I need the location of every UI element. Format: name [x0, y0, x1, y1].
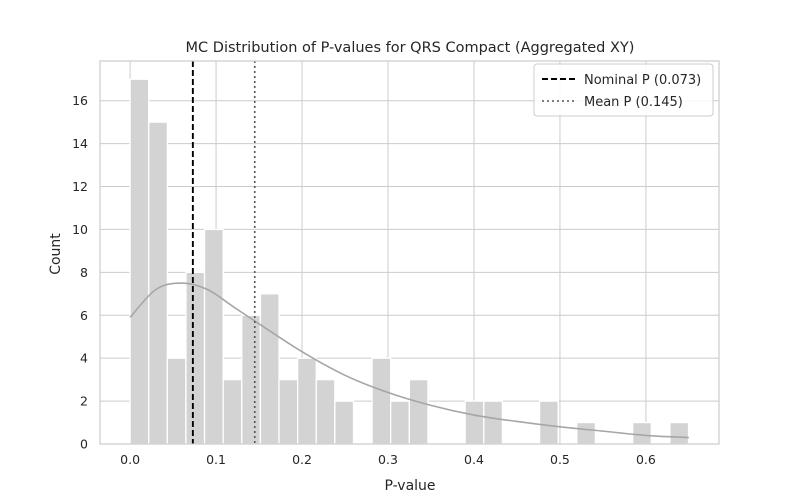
histogram-bar-4	[203, 228, 224, 445]
y-tick-label-1: 2	[80, 394, 88, 409]
histogram-bar-10	[315, 378, 336, 445]
y-tick-label-3: 6	[80, 308, 88, 323]
histogram-bar-29	[669, 421, 690, 445]
y-tick-label-2: 4	[80, 351, 88, 366]
y-tick-label-4: 8	[80, 265, 88, 280]
y-tick-label-6: 12	[72, 179, 88, 194]
histogram-bar-1	[148, 121, 169, 445]
histogram-bar-22	[538, 400, 559, 445]
histogram-bar-0	[129, 78, 150, 445]
histogram-bar-7	[259, 293, 280, 445]
x-tick-label-0: 0.0	[120, 452, 140, 467]
histogram-bars	[129, 78, 690, 445]
reference-lines	[191, 61, 256, 444]
histogram-bar-19	[483, 400, 504, 445]
chart-title: MC Distribution of P-values for QRS Comp…	[186, 40, 635, 56]
y-tick-label-0: 0	[80, 437, 88, 452]
y-axis-label: Count	[48, 233, 64, 275]
kde-curve	[129, 282, 689, 439]
legend-box	[533, 63, 714, 117]
kde-curve-layer	[129, 282, 689, 439]
histogram-bar-24	[576, 421, 597, 445]
histogram-bar-15	[408, 378, 429, 445]
x-tick-label-5: 0.5	[550, 452, 570, 467]
histogram-bar-14	[390, 400, 410, 445]
legend: Nominal P (0.073) Mean P (0.145)	[533, 63, 714, 117]
histogram-bar-27	[632, 421, 652, 445]
x-tick-label-6: 0.6	[636, 452, 656, 467]
histogram-bar-18	[464, 400, 485, 445]
plot-frame	[99, 60, 720, 445]
histogram-bar-13	[371, 357, 392, 445]
x-tick-label-1: 0.1	[206, 452, 226, 467]
y-tick-label-7: 14	[72, 136, 88, 151]
histogram-bar-3	[185, 271, 206, 445]
tick-labels: 0.0 0.1 0.2 0.3 0.4 0.5 0.6 0 2 4 6 8 10 12 14 16	[72, 93, 656, 467]
x-tick-label-3: 0.3	[378, 452, 398, 467]
legend-mean-p-label: Mean P (0.145)	[584, 95, 683, 110]
histogram-bar-8	[278, 378, 299, 445]
histogram-bar-9	[297, 357, 317, 445]
y-tick-label-8: 16	[72, 93, 88, 108]
histogram-bar-2	[166, 357, 187, 445]
x-tick-label-2: 0.2	[292, 452, 312, 467]
y-tick-label-5: 10	[72, 222, 88, 237]
legend-nominal-p-label: Nominal P (0.073)	[584, 73, 701, 88]
x-tick-label-4: 0.4	[464, 452, 484, 467]
x-axis-label: P-value	[384, 478, 435, 494]
histogram-bar-11	[334, 400, 355, 445]
histogram-bar-6	[241, 314, 262, 445]
histogram-bar-5	[222, 378, 243, 445]
